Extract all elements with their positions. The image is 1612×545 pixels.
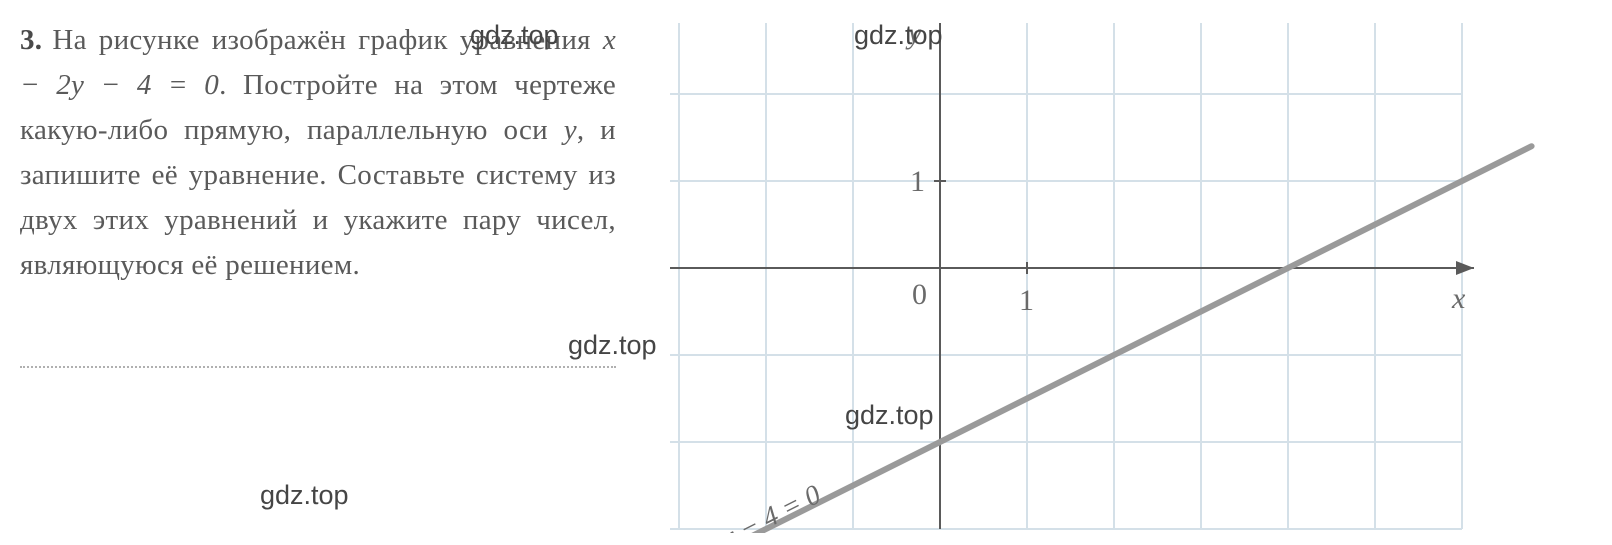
answer-dotted-line xyxy=(20,366,616,368)
svg-text:x: x xyxy=(1451,282,1466,315)
problem-text-block: 3.На рисунке изображён график уравнения … xyxy=(20,18,640,525)
problem-number: 3. xyxy=(20,24,42,56)
svg-text:1: 1 xyxy=(1019,284,1034,317)
axis-labels: yx011x − 2y − 4 = 0 xyxy=(670,23,1466,533)
watermark: gdz.top xyxy=(845,400,934,431)
axes xyxy=(670,23,1474,529)
graph-svg: yx011x − 2y − 4 = 0 xyxy=(670,23,1550,533)
svg-text:x − 2y − 4 = 0: x − 2y − 4 = 0 xyxy=(670,479,826,533)
problem-paragraph: 3.На рисунке изображён график уравнения … xyxy=(20,18,616,288)
graph-area: yx011x − 2y − 4 = 0 xyxy=(670,18,1550,525)
svg-text:0: 0 xyxy=(912,278,927,311)
y-variable: y xyxy=(564,114,577,146)
watermark: gdz.top xyxy=(854,20,943,51)
grid-lines xyxy=(670,23,1462,529)
equation-line xyxy=(670,146,1532,533)
watermark: gdz.top xyxy=(260,480,349,511)
watermark: gdz.top xyxy=(568,330,657,361)
svg-text:1: 1 xyxy=(910,165,925,198)
watermark: gdz.top xyxy=(470,20,559,51)
